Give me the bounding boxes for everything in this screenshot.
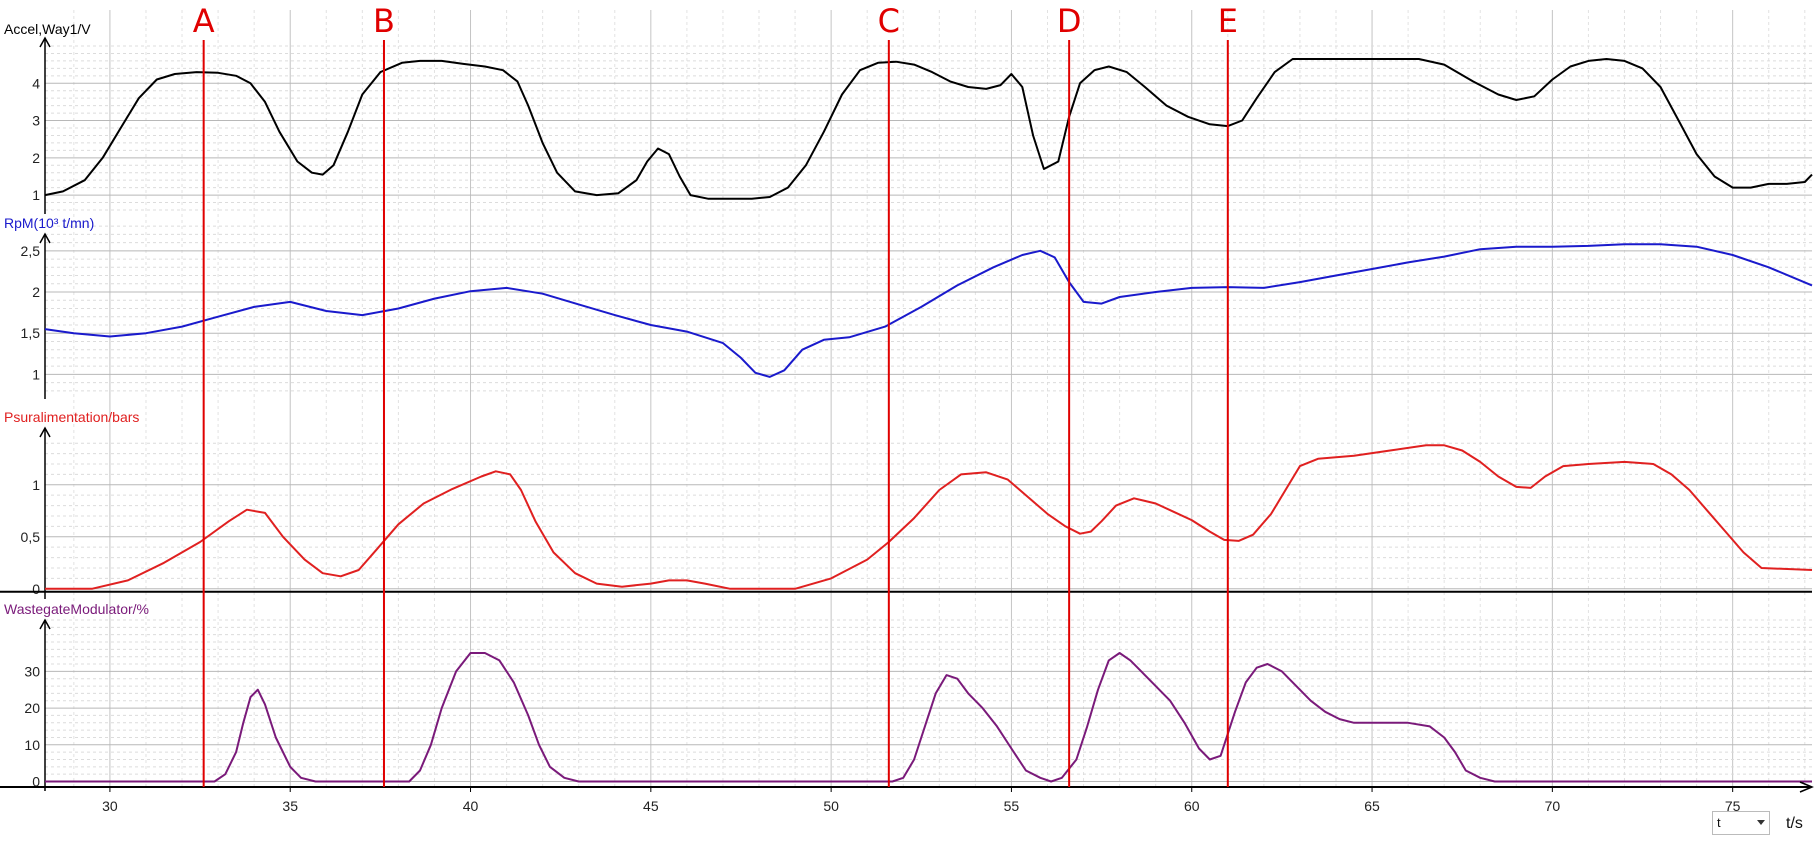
y-tick-label: 4 [32,75,40,91]
x-axis-variable-select[interactable]: t [1712,811,1770,835]
chevron-down-icon [1757,820,1765,825]
y-tick-label: 2 [32,284,40,300]
panel-4: 0 10 20 30 WastegateModulator/% [4,601,1812,791]
series-line [44,58,1813,200]
x-axis: 30 35 40 45 50 55 60 65 70 75 [0,781,1814,814]
event-markers: A B C D E [193,2,1238,787]
x-tick-label: 50 [823,798,839,814]
x-tick-label: 45 [643,798,659,814]
panel-label: Psuralimentation/bars [4,409,139,425]
x-tick-label: 35 [282,798,298,814]
series-line [44,243,1813,378]
x-tick-label: 60 [1184,798,1200,814]
series-line [45,444,1813,590]
panel-3: 0 0,5 1 Psuralimentation/bars [0,409,1813,599]
y-tick-label: 1 [32,187,40,203]
y-axis-arrow-icon [39,232,51,244]
marker-label: A [193,2,215,40]
y-tick-label: 0 [32,581,40,597]
y-tick-label: 2,5 [21,243,41,259]
x-tick-label: 65 [1364,798,1380,814]
y-tick-label: 1 [32,477,40,493]
marker-label: C [878,2,900,40]
marker-label: D [1057,2,1082,40]
x-tick-label: 70 [1545,798,1561,814]
panel-1: 1 2 3 4 Accel,Way1/V [4,21,1813,214]
marker-label: B [373,2,395,40]
y-tick-label: 1 [32,366,40,382]
y-tick-label: 1,5 [21,325,41,341]
y-tick-label: 3 [32,113,40,129]
panel-label: RpM(10³ t/mn) [4,215,94,231]
grid [73,10,1806,787]
series-line [45,652,1812,783]
panel-label: WastegateModulator/% [4,601,149,617]
x-axis-arrow-icon [1799,781,1814,793]
y-axis-arrow-icon [39,618,51,630]
y-axis-arrow-icon [39,36,51,48]
y-tick-label: 0 [32,773,40,789]
x-axis-unit-label: t/s [1786,815,1803,832]
y-tick-label: 30 [24,663,40,679]
marker-label: E [1218,2,1238,40]
x-tick-label: 75 [1725,798,1741,814]
x-tick-label: 40 [463,798,479,814]
y-tick-label: 0,5 [21,529,41,545]
y-tick-label: 2 [32,150,40,166]
x-tick-label: 55 [1004,798,1020,814]
y-tick-label: 20 [24,700,40,716]
x-tick-label: 30 [102,798,118,814]
y-axis-arrow-icon [39,426,51,438]
y-tick-label: 10 [24,737,40,753]
panel-label: Accel,Way1/V [4,21,91,37]
panel-2: 1 1,5 2 2,5 RpM(10³ t/mn) [4,215,1813,399]
x-axis-variable-value: t [1717,815,1721,830]
